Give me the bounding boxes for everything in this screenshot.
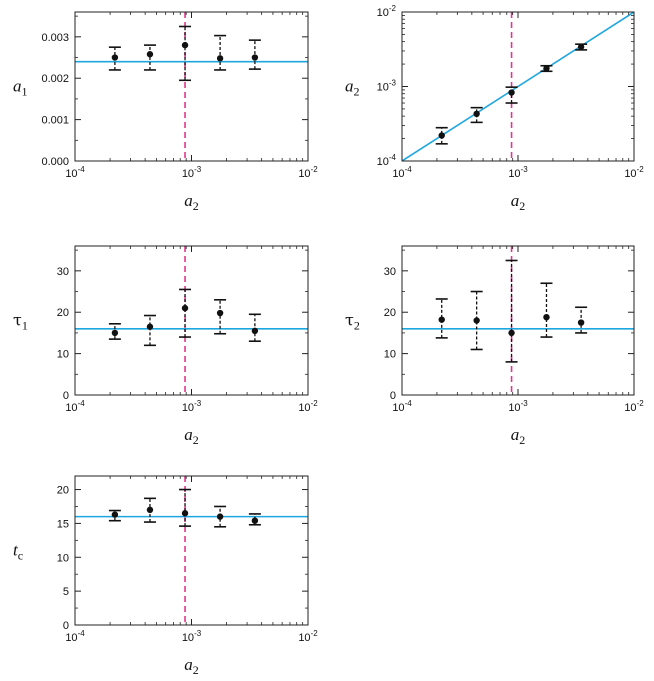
y-axis-label: a2 [345, 77, 360, 99]
y-axis-label: a1 [13, 77, 28, 99]
x-tick-label: 10-4 [65, 399, 85, 414]
x-axis-label: a2 [511, 191, 526, 213]
y-tick-label: 10 [57, 349, 69, 361]
data-point [251, 327, 259, 335]
y-axis-label: tc [13, 541, 23, 563]
data-point [216, 513, 224, 520]
x-axis-label: a2 [184, 425, 199, 447]
data-point [577, 43, 585, 51]
y-tick-label: 30 [384, 266, 396, 278]
data-point [181, 41, 189, 49]
x-tick-label: 10-4 [392, 165, 412, 180]
x-tick-label: 10-3 [508, 399, 528, 414]
y-axis-label: τ1 [13, 311, 28, 333]
x-tick-label: 10-2 [298, 399, 318, 414]
plot-frame [401, 245, 635, 396]
x-tick-label: 10-4 [65, 165, 85, 180]
y-tick-label: 20 [384, 307, 396, 319]
y-tick-label: 0 [63, 620, 69, 632]
x-axis-label: a2 [184, 655, 199, 677]
y-tick-label: 0.000 [41, 156, 69, 168]
x-tick-label: 10-3 [508, 165, 528, 180]
data-point [216, 55, 224, 62]
x-tick-label: 10-3 [182, 399, 202, 414]
y-tick-label: 10-3 [377, 79, 397, 94]
y-axis-label: τ2 [345, 311, 360, 333]
data-point [508, 329, 515, 337]
x-axis-label: a2 [184, 191, 199, 213]
x-tick-label: 10-4 [392, 399, 412, 414]
y-tick-label: 20 [57, 485, 69, 497]
data-point [146, 51, 154, 58]
data-point [577, 319, 585, 326]
data-point [111, 329, 119, 337]
x-axis-label: a2 [511, 425, 526, 447]
y-tick-label: 5 [63, 586, 69, 598]
data-point [543, 313, 550, 321]
reference-line [402, 12, 634, 161]
chart-panel-1: 10-4 10-3 10-2 0.000 0.001 0.002 0.003 a2 a1 [13, 11, 318, 213]
data-point [251, 54, 259, 61]
chart-panel-5: 10-4 10-3 10-2 0 5 10 15 20 a2 tc [13, 475, 318, 677]
chart-panel-2: 10-4 10-3 10-2 10-4 10-3 10-2 a2 a2 [345, 4, 644, 213]
y-tick-label: 30 [57, 266, 69, 278]
y-tick-label: 0.001 [41, 115, 69, 127]
data-point [473, 110, 480, 118]
x-tick-label: 10-2 [624, 399, 644, 414]
y-tick-label: 10 [57, 552, 69, 564]
y-tick-label: 0 [63, 390, 69, 402]
data-point [146, 506, 154, 514]
data-point [543, 65, 550, 72]
x-tick-label: 10-2 [298, 629, 318, 644]
y-tick-label: 15 [57, 518, 69, 530]
data-point [111, 54, 119, 61]
data-point [438, 132, 445, 139]
y-tick-label: 10-2 [377, 4, 397, 19]
plot-frame [74, 245, 309, 396]
y-tick-label: 0.003 [41, 32, 69, 44]
y-tick-label: 0 [390, 390, 396, 402]
x-tick-label: 10-2 [624, 165, 644, 180]
data-point [181, 510, 189, 517]
data-point [146, 323, 154, 330]
data-point [251, 517, 259, 524]
y-tick-label: 10-4 [377, 153, 397, 168]
x-tick-label: 10-3 [182, 165, 202, 180]
data-point [438, 316, 445, 323]
data-point [111, 511, 119, 518]
x-tick-label: 10-4 [65, 629, 85, 644]
data-point [181, 304, 189, 312]
data-point [508, 89, 515, 96]
chart-panel-3: 10-4 10-3 10-2 0 10 20 30 a2 τ1 [13, 245, 318, 447]
y-tick-label: 20 [57, 307, 69, 319]
x-tick-label: 10-2 [298, 165, 318, 180]
chart-panel-4: 10-4 10-3 10-2 0 10 20 30 a2 τ2 [345, 245, 644, 447]
y-tick-label: 0.002 [41, 73, 69, 85]
plot-frame [74, 475, 309, 626]
x-tick-label: 10-3 [182, 629, 202, 644]
data-point [473, 317, 480, 324]
plot-frame [74, 11, 309, 162]
data-point [216, 309, 224, 317]
y-tick-label: 10 [384, 349, 396, 361]
